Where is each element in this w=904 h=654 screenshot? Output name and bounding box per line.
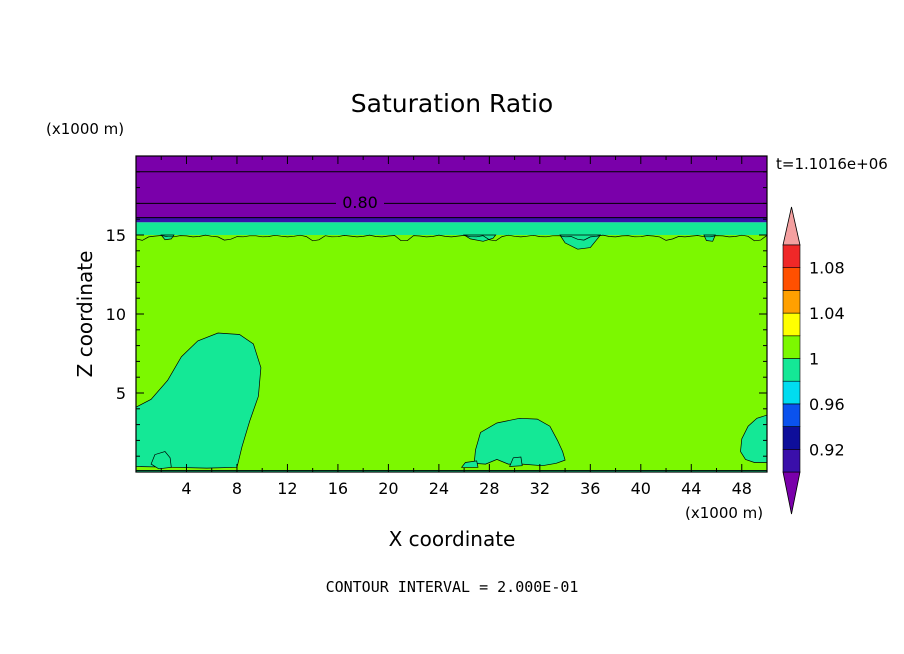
contour-label: 0.80 <box>342 193 378 212</box>
colorbar-label: 0.92 <box>809 440 845 459</box>
colorbar-label: 1.04 <box>809 304 845 323</box>
x-axis-label: X coordinate <box>389 527 516 551</box>
x-tick-label: 36 <box>580 479 600 498</box>
colorbar-label: 1 <box>809 350 819 369</box>
y-tick-label: 10 <box>106 305 126 324</box>
x-tick-label: 8 <box>232 479 242 498</box>
chart-title: Saturation Ratio <box>351 89 553 118</box>
x-tick-label: 12 <box>277 479 297 498</box>
saturated-region-2 <box>473 417 566 467</box>
colorbar-swatch <box>782 403 801 427</box>
contour-line-layer <box>136 171 767 471</box>
colorbar-swatch <box>782 448 801 473</box>
colorbar-swatch <box>782 358 801 382</box>
field-band-green-band <box>136 222 767 235</box>
x-tick-label: 40 <box>631 479 651 498</box>
colorbar-label: 0.96 <box>809 395 845 414</box>
x-tick-label: 4 <box>181 479 191 498</box>
saturated-region-8 <box>150 451 172 470</box>
colorbar-label: 1.08 <box>809 259 845 278</box>
x-tick-label: 24 <box>429 479 449 498</box>
saturated-region-3 <box>740 414 768 463</box>
colorbar-swatch <box>782 426 801 450</box>
x-tick-label: 48 <box>732 479 752 498</box>
saturated-region-5 <box>559 234 602 250</box>
time-label: t=1.1016e+06 <box>776 155 888 173</box>
x-tick-label: 16 <box>328 479 348 498</box>
y-tick-label: 5 <box>116 384 126 403</box>
surface-strip <box>136 470 767 472</box>
colorbar-max-arrow <box>782 206 801 246</box>
colorbar-swatch <box>782 312 801 337</box>
saturated-region-1 <box>135 332 262 469</box>
y-unit-label: (x1000 m) <box>46 120 124 138</box>
colorbar-swatch <box>782 335 801 359</box>
x-tick-label: 28 <box>479 479 499 498</box>
colorbar-swatch <box>782 290 801 314</box>
boundary-line-z15 <box>135 234 768 242</box>
field-band-upper-purple <box>136 156 767 218</box>
saturated-region-10 <box>509 456 523 467</box>
x-unit-label: (x1000 m) <box>685 504 763 522</box>
saturated-region-9 <box>460 460 479 468</box>
colorbar-min-arrow <box>782 471 801 515</box>
y-axis-label: Z coordinate <box>73 251 97 378</box>
colorbar-swatch <box>782 380 801 405</box>
y-tick-label: 15 <box>106 226 126 245</box>
contour-label-background <box>336 194 384 211</box>
x-tick-label: 32 <box>530 479 550 498</box>
colorbar-swatch <box>782 244 801 269</box>
contour-interval-note: CONTOUR INTERVAL = 2.000E-01 <box>326 578 579 596</box>
colorbar-swatch <box>782 267 801 291</box>
field-band-blue-band <box>136 217 767 223</box>
contour-region-layer <box>135 234 768 470</box>
x-tick-label: 20 <box>378 479 398 498</box>
colorbar: 0.92 0.96 1 1.04 1.08 <box>782 206 845 515</box>
x-tick-label: 44 <box>681 479 701 498</box>
